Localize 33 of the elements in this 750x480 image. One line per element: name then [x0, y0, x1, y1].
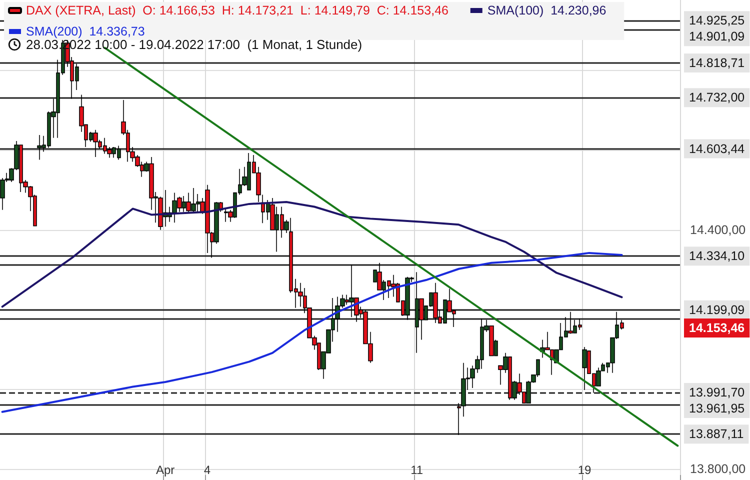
candlestick: [461, 362, 466, 418]
candlestick: [457, 402, 461, 436]
x-tick-label: 11: [410, 463, 424, 477]
legend-label: SMA(200): [26, 24, 82, 38]
ref-line-label: 14.901,09: [689, 30, 745, 44]
candlestick: [37, 134, 42, 160]
text: 14.153,46: [689, 321, 745, 336]
x-tick-label: 4: [204, 463, 211, 477]
ref-line-label: 13.887,11: [689, 427, 744, 442]
y-tick-label: 13.800,00: [690, 462, 746, 476]
ref-line-label: 14.925,25: [689, 14, 745, 28]
ref-line-label: 14.818,71: [689, 56, 745, 70]
candlestick: [405, 276, 410, 320]
ref-line-label: 14.199,09: [689, 302, 745, 317]
annotation: 14.336,73: [82, 24, 159, 38]
x-tick-label: 19: [578, 463, 592, 477]
ref-line-label: 14.732,00: [689, 90, 745, 105]
candlestick: [93, 129, 98, 158]
candlestick: [582, 346, 587, 390]
ref-line-label: 14.334,10: [689, 249, 745, 264]
y-tick-label: 14.400,00: [690, 222, 746, 237]
candlestick: [433, 282, 438, 324]
ref-line-label: 13.991,70: [689, 385, 745, 400]
candlestick: [568, 312, 573, 334]
annotation: 14.230,96: [544, 4, 620, 18]
line-series: [1, 252, 623, 413]
legend-label: DAX (XETRA, Last): [26, 4, 136, 18]
ref-line-label: 14.603,44: [689, 142, 745, 156]
annotation: O: 14.166,53 H: 14.173,21 L: 14.149,79 C: 14.153,46: [136, 4, 462, 18]
line-series: [1, 200, 623, 308]
legend-label: SMA(100): [487, 4, 544, 18]
ref-line-label: 13.961,95: [689, 401, 745, 416]
x-tick-label: Apr: [156, 463, 175, 477]
